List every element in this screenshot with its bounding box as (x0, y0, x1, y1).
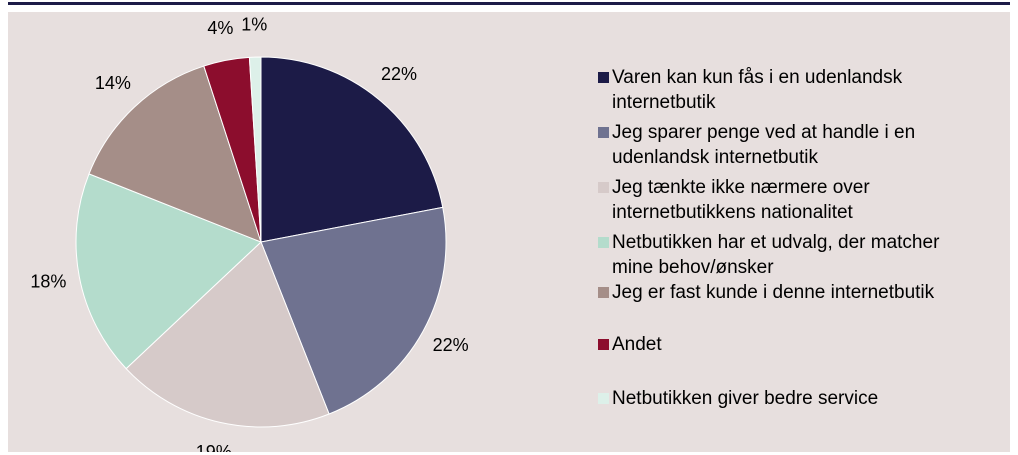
pie-slice (125, 241, 330, 428)
data-label: 22% (433, 335, 469, 355)
data-label: 18% (30, 271, 66, 291)
legend-swatch (598, 237, 609, 248)
legend-item: Jeg sparer penge ved at handle i en uden… (598, 120, 998, 170)
legend-swatch (598, 393, 609, 404)
pie-slice (260, 206, 447, 415)
legend-swatch (598, 182, 609, 193)
data-label: 19% (196, 442, 232, 452)
data-label: 1% (241, 14, 267, 34)
legend-item: Andet (598, 332, 998, 357)
legend-item: Jeg tænkte ikke nærmere over internetbut… (598, 175, 998, 225)
legend-item: Netbutikken har et udvalg, der matcher m… (598, 230, 998, 280)
data-label: 14% (95, 73, 131, 93)
legend-item: Netbutikken giver bedre service (598, 386, 998, 411)
legend-swatch (598, 72, 609, 83)
legend-item: Jeg er fast kunde i denne internetbutik (598, 280, 998, 305)
data-label: 22% (381, 64, 417, 84)
legend-label: Jeg tænkte ikke nærmere over internetbut… (612, 177, 870, 223)
legend-swatch (598, 339, 609, 350)
legend-label: Varen kan kun fås i en udenlandsk intern… (612, 67, 903, 113)
legend-item: Varen kan kun fås i en udenlandsk intern… (598, 65, 998, 115)
top-rule (8, 2, 1010, 5)
legend-label: Jeg er fast kunde i denne internetbutik (612, 282, 935, 303)
legend-label: Netbutikken giver bedre service (612, 388, 879, 409)
pie-slice (75, 173, 262, 370)
legend-label: Jeg sparer penge ved at handle i en uden… (612, 122, 916, 168)
chart-panel: 22% 22% 19% 18% 14% 4% 1% Varen kan kun fås i … (8, 12, 1010, 452)
pie-slice (260, 56, 444, 243)
chart: 22% 22% 19% 18% 14% 4% 1% (30, 14, 469, 452)
legend-label: Netbutikken har et udvalg, der matcher m… (612, 232, 940, 278)
legend-label: Andet (612, 334, 662, 355)
pie-slice (248, 56, 262, 243)
legend-swatch (598, 287, 609, 298)
data-label: 4% (207, 18, 233, 38)
legend-swatch (598, 127, 609, 138)
